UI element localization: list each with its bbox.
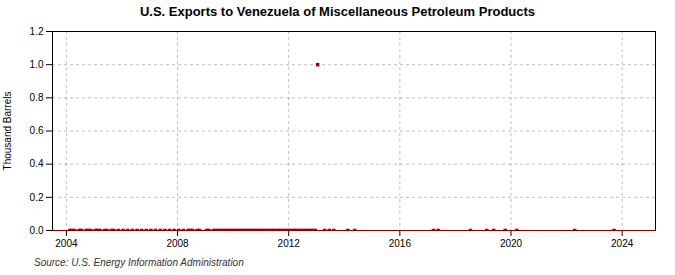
svg-text:2016: 2016: [389, 238, 412, 249]
svg-text:0.4: 0.4: [30, 158, 44, 169]
html-text:U.S. Exports to Venezuela of M: U.S. Exports to Venezuela of Miscellaneo…: [139, 4, 536, 19]
svg-text:2004: 2004: [55, 238, 78, 249]
svg-text:1.0: 1.0: [30, 59, 44, 70]
svg-text:2012: 2012: [278, 238, 301, 249]
svg-text:0.8: 0.8: [30, 92, 44, 103]
svg-text:Thousand Barrels: Thousand Barrels: [2, 92, 13, 171]
svg-text:1.2: 1.2: [30, 26, 44, 37]
svg-text:0.0: 0.0: [30, 225, 44, 236]
html-text:Source: U.S. Energy Informatio: Source: U.S. Energy Information Administ…: [34, 257, 244, 268]
svg-text:2020: 2020: [500, 238, 523, 249]
svg-text:2024: 2024: [611, 238, 634, 249]
svg-text:0.2: 0.2: [30, 192, 44, 203]
svg-text:0.6: 0.6: [30, 125, 44, 136]
svg-text:2008: 2008: [166, 238, 189, 249]
